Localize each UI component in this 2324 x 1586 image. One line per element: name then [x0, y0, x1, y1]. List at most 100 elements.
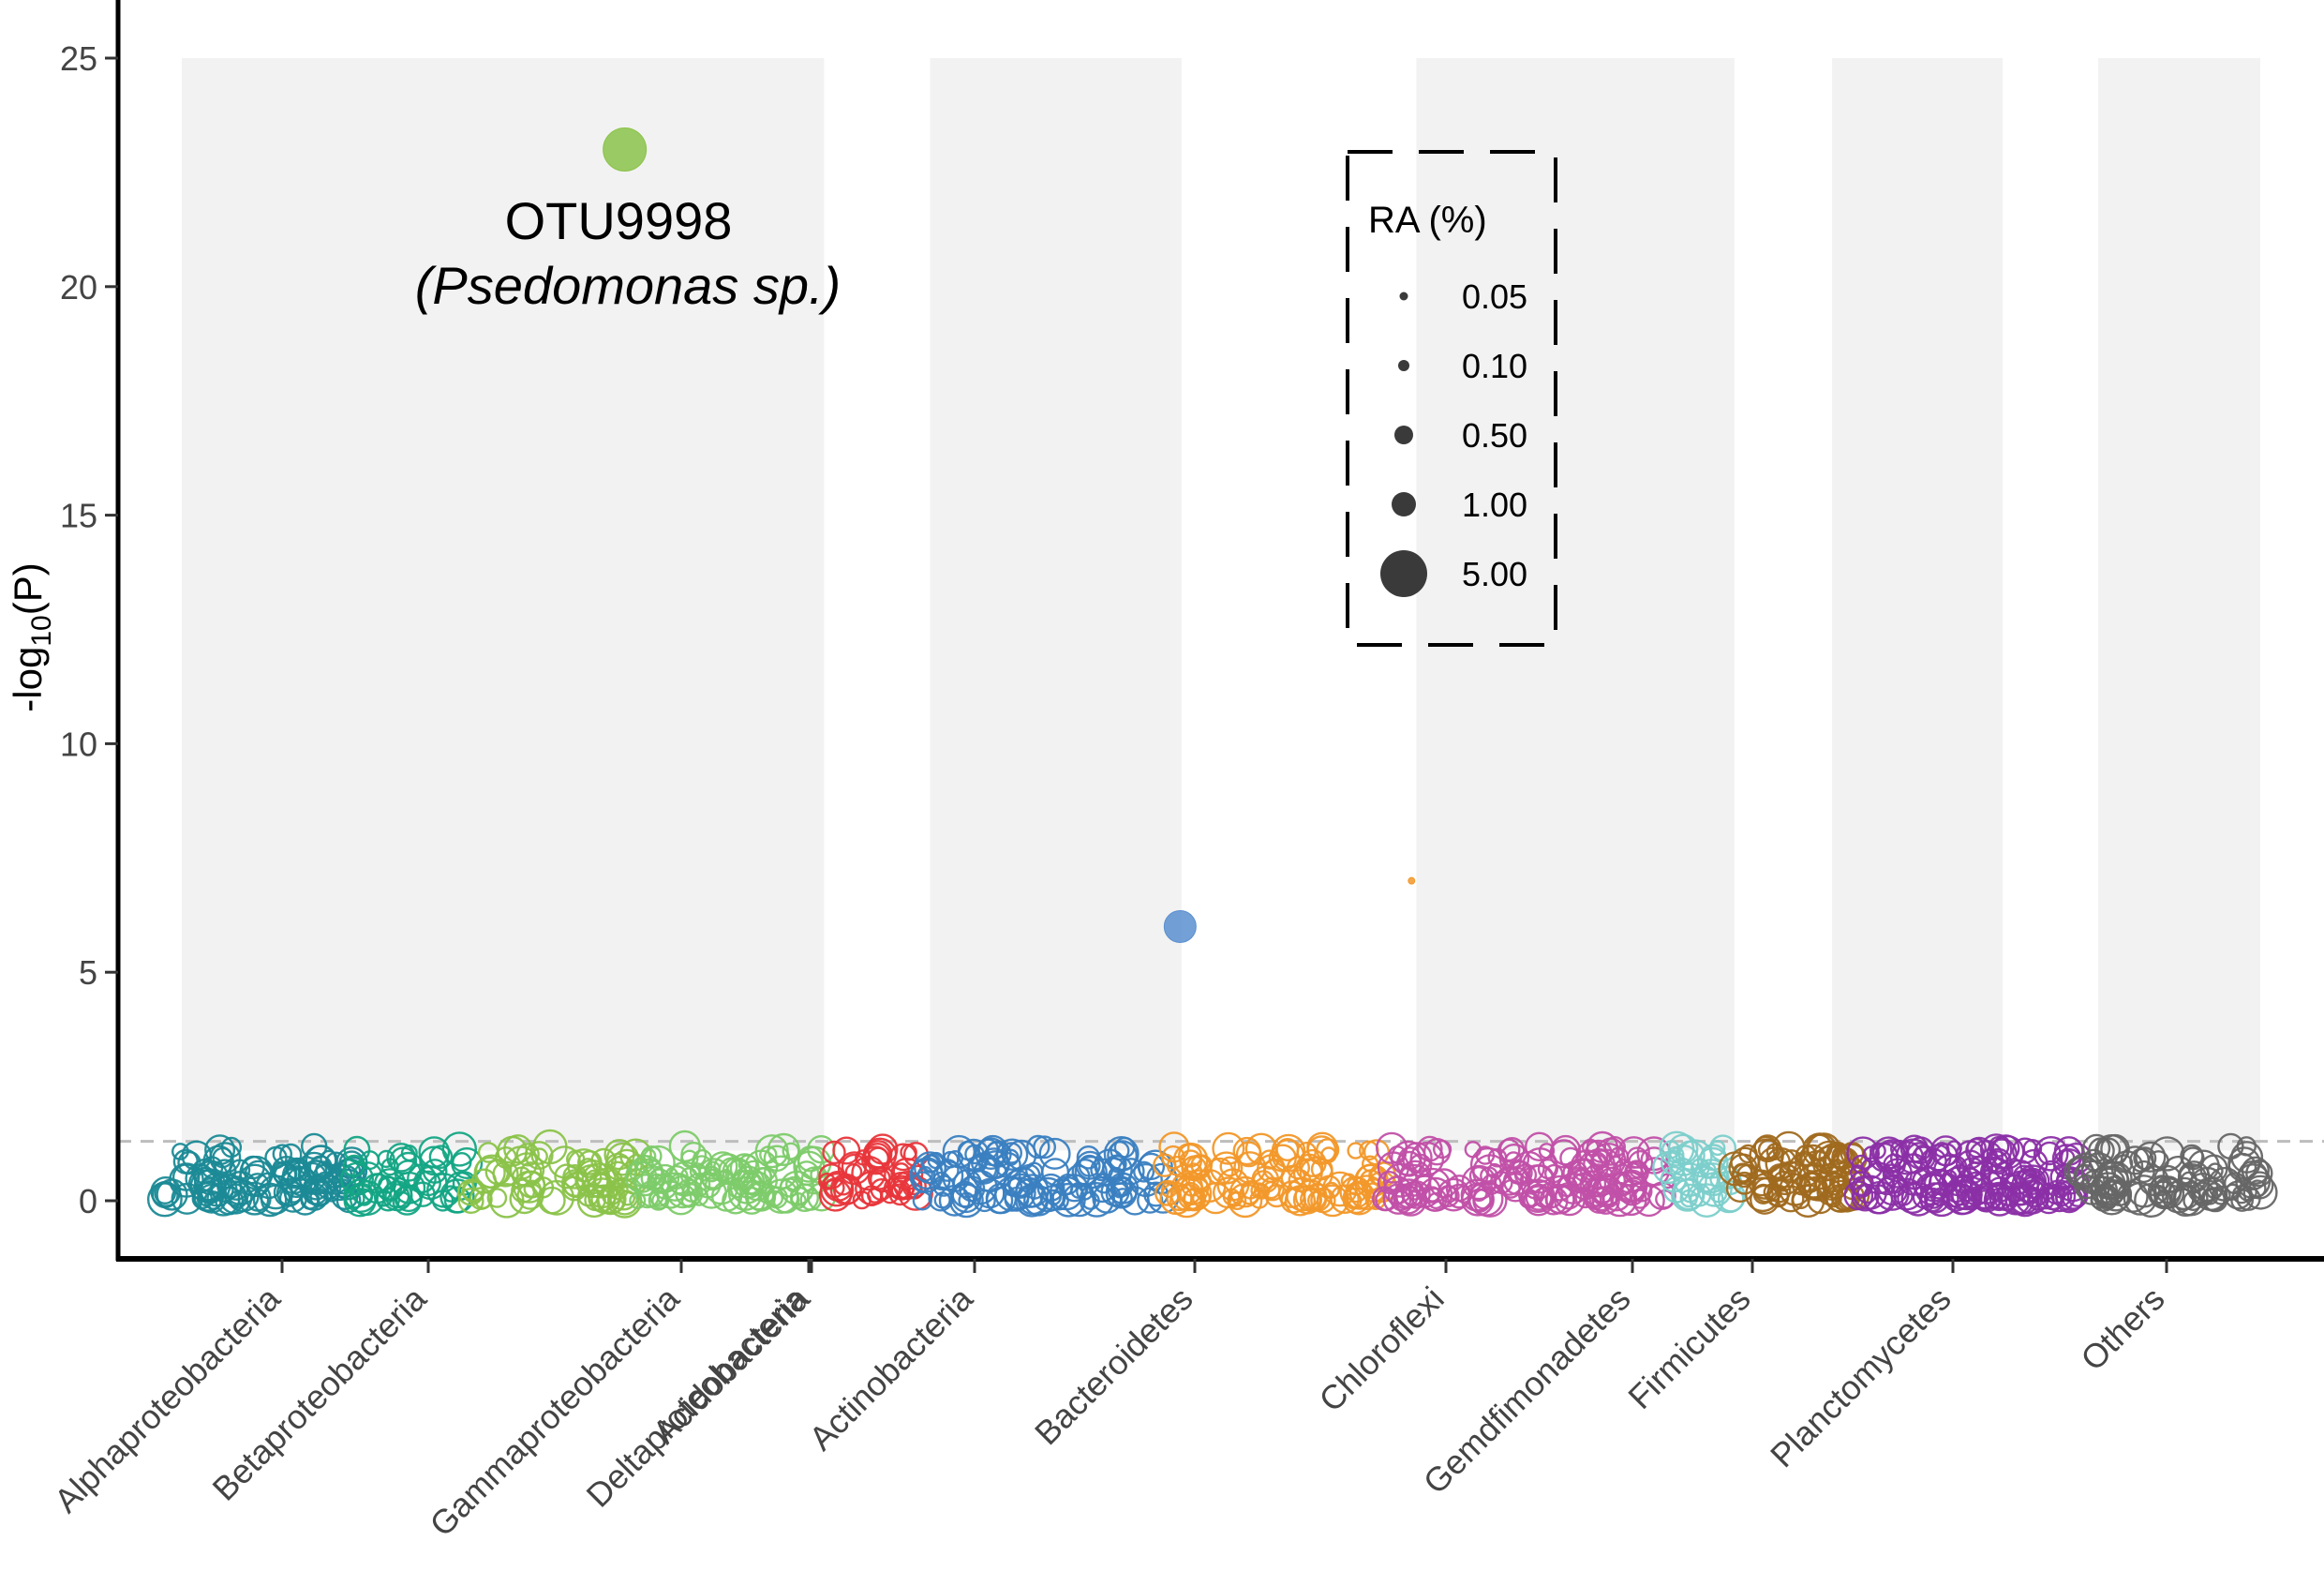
- otu-point: [737, 1187, 766, 1215]
- otu-point: [1219, 1156, 1241, 1177]
- otu-point: [634, 1155, 654, 1174]
- otu-point: [2082, 1148, 2106, 1172]
- otu-point: [609, 1185, 640, 1216]
- otu-point: [862, 1137, 898, 1173]
- otu-point: [2120, 1145, 2150, 1175]
- otu-point: [1183, 1187, 1207, 1211]
- otu-point: [2190, 1181, 2216, 1207]
- otu-point: [340, 1161, 375, 1196]
- y-tick-label: 5: [79, 953, 97, 992]
- otu-point: [680, 1141, 708, 1168]
- otu-point: [362, 1173, 394, 1204]
- otu-point: [418, 1136, 451, 1169]
- otu-point: [1347, 1142, 1364, 1160]
- otu-point: [1574, 1187, 1596, 1209]
- legend-size-label: 1.00: [1462, 486, 1527, 524]
- otu-point: [2014, 1179, 2049, 1215]
- otu-point: [532, 1129, 568, 1165]
- otu-point: [704, 1170, 739, 1205]
- otu-point: [1080, 1190, 1100, 1210]
- otu-point: [1889, 1141, 1925, 1175]
- otu-point: [1736, 1163, 1759, 1186]
- otu-point: [995, 1138, 1029, 1171]
- x-tick-label: Planctomycetes: [1763, 1279, 1959, 1475]
- axes: [115, 0, 2324, 1262]
- otu-point: [2180, 1171, 2197, 1189]
- otu-point: [252, 1182, 288, 1218]
- otu-point: [1102, 1157, 1126, 1181]
- otu-point: [156, 1178, 188, 1211]
- otu-point: [380, 1158, 399, 1176]
- otu-point: [1554, 1184, 1586, 1217]
- otu-point: [1206, 1157, 1234, 1186]
- otu-point: [1416, 1135, 1443, 1162]
- otu-point: [932, 1175, 955, 1197]
- otu-point: [1212, 1131, 1245, 1165]
- otu-point: [2080, 1152, 2117, 1188]
- otu-point: [584, 1189, 606, 1212]
- otu-point: [1677, 1139, 1713, 1175]
- otu-point: [1393, 1185, 1423, 1215]
- x-tick-label: Bacteroidetes: [1027, 1279, 1200, 1453]
- background-band: [1832, 58, 2003, 1151]
- legend-title: RA (%): [1368, 200, 1487, 241]
- legend-frame: [1346, 150, 1557, 647]
- otu-point: [985, 1182, 1018, 1215]
- x-tick-label: Firmicutes: [1620, 1279, 1757, 1416]
- otu-point: [914, 1151, 947, 1185]
- otu-point: [1306, 1131, 1338, 1164]
- otu-point: [298, 1160, 335, 1195]
- x-tick-label: Others: [2073, 1279, 2171, 1378]
- otu-point: [1427, 1191, 1445, 1210]
- y-axis-ticks: 0 5 10 15 20 25: [60, 39, 118, 1220]
- otu-point: [197, 1177, 224, 1204]
- y-tick-label: 15: [60, 497, 97, 535]
- otu-point: [1966, 1137, 1987, 1159]
- otu-point: [2242, 1175, 2278, 1210]
- otu-point: [439, 1178, 475, 1214]
- otu-point: [1000, 1142, 1023, 1164]
- otu-point: [1617, 1136, 1650, 1169]
- otu-point: [177, 1150, 201, 1175]
- otu-point: [2227, 1152, 2257, 1182]
- otu-point: [855, 1170, 890, 1206]
- otu-point: [1807, 1187, 1834, 1215]
- legend-size-label: 0.50: [1462, 416, 1527, 455]
- otu-point: [2135, 1141, 2167, 1173]
- otu-point: [457, 1187, 484, 1214]
- otu-point: [976, 1134, 1009, 1167]
- otu-point: [202, 1145, 234, 1176]
- otu-point: [2090, 1172, 2126, 1208]
- otu-point: [285, 1157, 308, 1180]
- otu-point: [782, 1142, 800, 1160]
- otu-point: [473, 1190, 493, 1209]
- otu-point: [1268, 1144, 1297, 1173]
- otu-point: [1103, 1135, 1140, 1172]
- background-band: [1416, 58, 1735, 1151]
- otu-point: [1501, 1179, 1521, 1199]
- legend-entries: 0.05 0.10 0.50 1.00 5.00: [1380, 277, 1527, 597]
- otu-point: [384, 1183, 410, 1209]
- otu-point: [650, 1163, 680, 1193]
- otu-point: [2241, 1156, 2270, 1185]
- otu-point: [1133, 1160, 1155, 1183]
- otu-point: [393, 1151, 424, 1182]
- otu-point: [1772, 1170, 1795, 1192]
- otu-point: [486, 1188, 508, 1208]
- otu-point: [900, 1144, 917, 1161]
- otu-point: [698, 1158, 730, 1190]
- otu-point: [1824, 1179, 1858, 1213]
- x-axis-ticks: AlphaproteobacteriaBetaproteobacteriaGam…: [47, 1259, 2172, 1544]
- otu-point: [1898, 1153, 1929, 1185]
- significant-otu-point: [1163, 909, 1197, 943]
- otu-point: [1695, 1162, 1730, 1197]
- otu-point: [1475, 1145, 1496, 1165]
- otu-point: [244, 1160, 273, 1189]
- significant-otu-point: [603, 127, 648, 172]
- otu-point: [2022, 1173, 2041, 1191]
- otu-point: [603, 1139, 635, 1171]
- otu-point: [2011, 1137, 2039, 1164]
- otu-point: [2153, 1190, 2173, 1209]
- otu-point: [1968, 1140, 2004, 1175]
